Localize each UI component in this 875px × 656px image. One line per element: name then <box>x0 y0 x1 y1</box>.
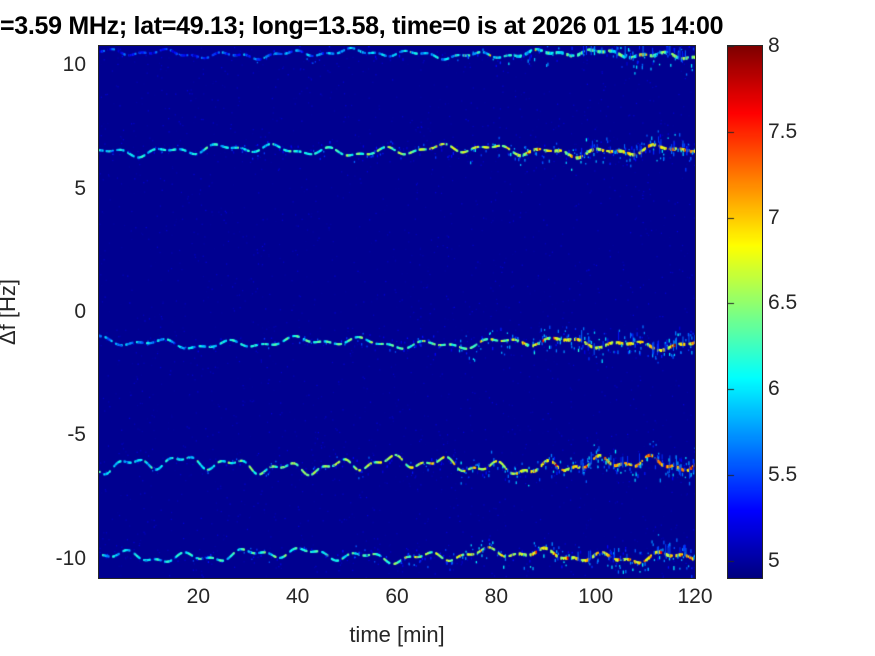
x-tick-label: 20 <box>186 585 210 608</box>
x-tick-label: 80 <box>484 585 508 608</box>
colorbar-tick-label: 7 <box>768 205 780 229</box>
x-tick-label: 40 <box>285 585 310 608</box>
y-tick-label: 10 <box>62 53 86 77</box>
y-tick-label: 5 <box>74 176 86 200</box>
x-tick-label: 100 <box>578 585 614 608</box>
y-tick-label: -10 <box>55 546 86 570</box>
y-tick-label: -5 <box>67 423 86 447</box>
chart-title: =3.59 MHz; lat=49.13; long=13.58, time=0… <box>0 12 724 40</box>
y-axis-label: Δf [Hz] <box>0 278 20 346</box>
colorbar-tick-label: 6 <box>768 377 780 401</box>
x-axis-label: time [min] <box>349 622 445 647</box>
colorbar-gradient <box>728 46 762 578</box>
colorbar-tick-label: 8 <box>768 34 780 57</box>
x-tick-label: 60 <box>385 585 409 608</box>
x-tick-label: 120 <box>677 585 713 608</box>
colorbar-tick-label: 5.5 <box>768 463 798 487</box>
spectrogram-heatmap <box>99 46 695 578</box>
plot-area <box>98 45 696 579</box>
colorbar <box>727 45 763 579</box>
colorbar-tick-label: 6.5 <box>768 291 798 315</box>
colorbar-tick-label: 7.5 <box>768 119 798 143</box>
y-tick-label: 0 <box>74 300 86 323</box>
colorbar-tick-label: 5 <box>768 548 780 572</box>
